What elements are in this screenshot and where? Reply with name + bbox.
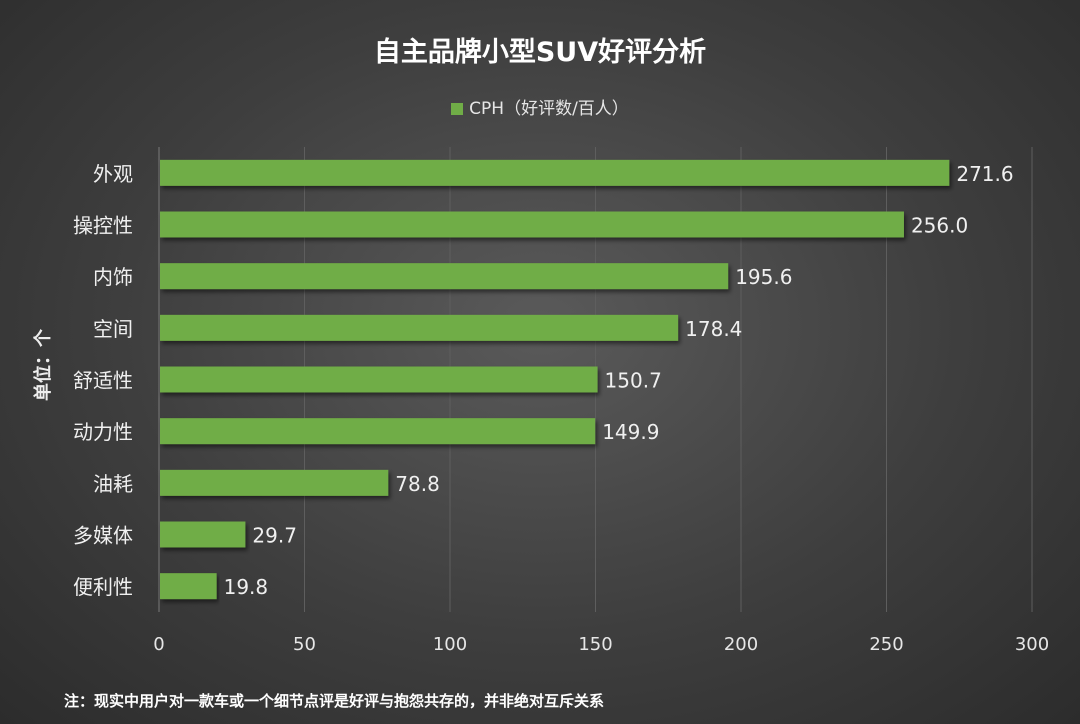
category-label: 多媒体 (73, 524, 133, 548)
category-label: 外观 (93, 162, 133, 186)
data-label: 149.9 (602, 420, 659, 444)
data-label: 19.8 (224, 575, 269, 599)
category-label: 操控性 (73, 214, 133, 238)
bar (160, 366, 598, 393)
category-label: 便利性 (73, 575, 133, 599)
data-label: 29.7 (252, 524, 297, 548)
footnote: 注：现实中用户对一款车或一个细节点评是好评与抱怨共存的，并非绝对互斥关系 (64, 692, 605, 710)
bar (160, 573, 217, 600)
x-tick-label: 50 (293, 634, 316, 655)
category-label: 内饰 (93, 265, 133, 289)
legend-label: CPH（好评数/百人） (469, 99, 629, 119)
category-label: 动力性 (73, 420, 133, 444)
legend-swatch (451, 103, 464, 115)
data-label: 78.8 (395, 472, 440, 496)
data-label: 271.6 (956, 162, 1013, 186)
data-label: 256.0 (911, 214, 968, 238)
category-label: 舒适性 (73, 369, 133, 393)
bar (160, 211, 904, 238)
bar (160, 418, 596, 445)
chart-title: 自主品牌小型SUV好评分析 (373, 37, 707, 68)
bar (160, 469, 389, 496)
x-tick-label: 300 (1015, 634, 1049, 655)
x-tick-label: 100 (433, 634, 467, 655)
category-label: 空间 (93, 317, 133, 341)
x-tick-label: 150 (578, 634, 612, 655)
data-label: 150.7 (605, 369, 662, 393)
x-tick-label: 200 (724, 634, 758, 655)
x-tick-label: 0 (153, 634, 164, 655)
bar (160, 521, 246, 548)
bar (160, 159, 950, 186)
data-label: 178.4 (685, 317, 742, 341)
bar (160, 263, 729, 290)
legend: CPH（好评数/百人） (0, 94, 1080, 119)
category-label: 油耗 (93, 472, 133, 496)
x-tick-label: 250 (869, 634, 903, 655)
bar (160, 314, 679, 341)
data-label: 195.6 (735, 265, 792, 289)
